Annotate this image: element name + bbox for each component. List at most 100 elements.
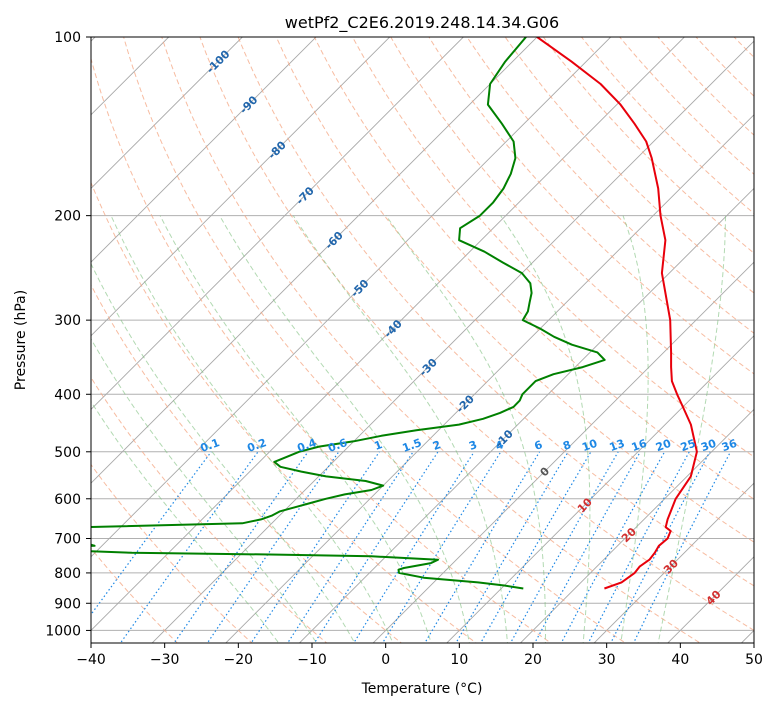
dry-adiabat-line <box>275 37 754 543</box>
moist-adiabat-line <box>620 215 649 643</box>
moist-adiabat-line <box>91 262 356 643</box>
mixing-ratio-line <box>533 451 641 643</box>
isotherm-label: 30 <box>661 556 681 576</box>
mixing-ratio-label: 36 <box>720 437 739 455</box>
mixing-ratio-line <box>610 451 711 643</box>
dry-adiabat-line <box>580 37 754 215</box>
y-tick-label: 100 <box>54 30 81 46</box>
isotherm-line <box>91 37 686 632</box>
y-tick-label: 1000 <box>45 623 81 639</box>
dry-adiabat-line <box>161 37 702 643</box>
mixing-ratio-label: 0.2 <box>245 436 268 455</box>
chart-title: wetPf2_C2E6.2019.248.14.34.G06 <box>285 13 559 33</box>
isotherm-line <box>593 482 754 643</box>
y-tick-label: 500 <box>54 445 81 461</box>
moist-adiabat-line <box>657 215 726 643</box>
dry-adiabat-line <box>91 463 253 643</box>
mixing-ratio-label: 30 <box>699 437 718 455</box>
y-tick-label: 400 <box>54 387 81 403</box>
dry-adiabat-line <box>313 37 754 500</box>
mixing-ratio-label: 13 <box>608 437 627 454</box>
isotherm-line <box>372 261 754 643</box>
plot-area <box>91 37 754 643</box>
mixing-ratio-label: 10 <box>580 437 599 455</box>
mixing-ratio-label: 20 <box>654 437 673 455</box>
mixing-ratio-label: 0.6 <box>326 436 349 455</box>
isotherm-line <box>91 37 538 484</box>
temperature-profile-line <box>536 37 698 590</box>
mixing-ratio-label: 8 <box>561 438 573 453</box>
x-tick-label: 10 <box>450 652 468 668</box>
isotherm-label: -20 <box>454 392 477 415</box>
x-tick-label: −20 <box>224 652 254 668</box>
x-tick-label: 0 <box>381 652 390 668</box>
isotherm-line <box>91 37 612 558</box>
mixing-ratio-label: 25 <box>679 437 698 454</box>
y-tick-label: 300 <box>54 313 81 329</box>
mixing-ratio-line <box>381 451 502 643</box>
mixing-ratio-line <box>173 451 309 643</box>
y-tick-label: 200 <box>54 209 81 225</box>
mixing-ratio-label: 1 <box>372 438 384 453</box>
y-tick-label: 700 <box>54 532 81 548</box>
mixing-ratio-line <box>250 451 380 643</box>
x-tick-label: 30 <box>598 652 616 668</box>
dry-adiabat-line <box>91 283 403 643</box>
x-axis-title: Temperature (°C) <box>361 681 483 697</box>
dry-adiabat-line <box>123 37 627 643</box>
isotherm-line <box>91 37 465 411</box>
moist-adiabat-line <box>219 215 470 643</box>
mixing-ratio-label: 3 <box>467 438 479 453</box>
y-tick-label: 600 <box>54 492 81 508</box>
isotherm-line <box>225 114 754 643</box>
axes: −40 −30 −20 −10 0 10 20 30 40 5010009008007006005… <box>45 30 763 668</box>
dry-adiabat-line <box>657 37 754 136</box>
isotherm-label: 0 <box>538 464 553 479</box>
mixing-ratio-line <box>313 451 439 643</box>
moist-adiabat-line <box>110 215 394 643</box>
dry-adiabat-line <box>390 37 754 416</box>
mixing-ratio-line <box>480 451 592 643</box>
mixing-ratio-line <box>632 451 732 643</box>
dry-adiabat-line <box>91 56 552 643</box>
mixing-ratio-line <box>587 451 690 643</box>
x-tick-label: 40 <box>671 652 689 668</box>
dry-adiabat-line <box>733 37 754 58</box>
mixing-ratio-line <box>286 451 414 643</box>
dry-adiabat-line <box>542 37 754 254</box>
dry-adiabat-line <box>504 37 754 294</box>
dry-adiabat-line <box>91 181 477 643</box>
mixing-ratio-line <box>509 451 619 643</box>
isotherm-line <box>298 187 754 643</box>
isotherm-line <box>519 408 754 643</box>
moist-adiabat-line <box>500 215 591 643</box>
mixing-ratio-line <box>560 451 666 643</box>
x-tick-label: 20 <box>524 652 542 668</box>
x-tick-label: −30 <box>150 652 180 668</box>
isotherm-line <box>91 37 391 337</box>
mixing-ratio-line <box>206 451 340 643</box>
isotherm-line <box>91 37 317 263</box>
isotherm-label: -80 <box>266 138 289 161</box>
mixing-ratio-label: 0.1 <box>199 436 222 455</box>
contour-labels: 0.1 0.2 0.4 0.6 1 1.5 2 3 4 6 8 10 13 16 20 25 30 36-100-… <box>199 47 739 607</box>
isotherm-label: 40 <box>704 588 724 608</box>
mixing-ratio-label: 0.4 <box>295 436 318 455</box>
mixing-ratio-label: 6 <box>533 438 545 453</box>
x-tick-label: −10 <box>297 652 327 668</box>
mixing-ratio-line <box>424 451 541 643</box>
y-tick-label: 800 <box>54 566 81 582</box>
dry-adiabat-line <box>466 37 754 334</box>
isotherm-label: -90 <box>237 93 260 116</box>
dry-adiabat-line <box>351 37 754 458</box>
mixing-ratio-label: 4 <box>494 438 506 453</box>
dewpoint-profile-line <box>91 37 606 590</box>
isotherm-label: -30 <box>417 356 440 379</box>
mixing-ratio-label: 1.5 <box>401 436 424 455</box>
moist-adiabat-line <box>385 215 546 643</box>
mixing-ratio-label: 2 <box>431 438 443 453</box>
isotherm-line <box>667 556 754 643</box>
dry-adiabat-line <box>237 37 754 587</box>
moist-adiabat-line <box>159 215 432 643</box>
